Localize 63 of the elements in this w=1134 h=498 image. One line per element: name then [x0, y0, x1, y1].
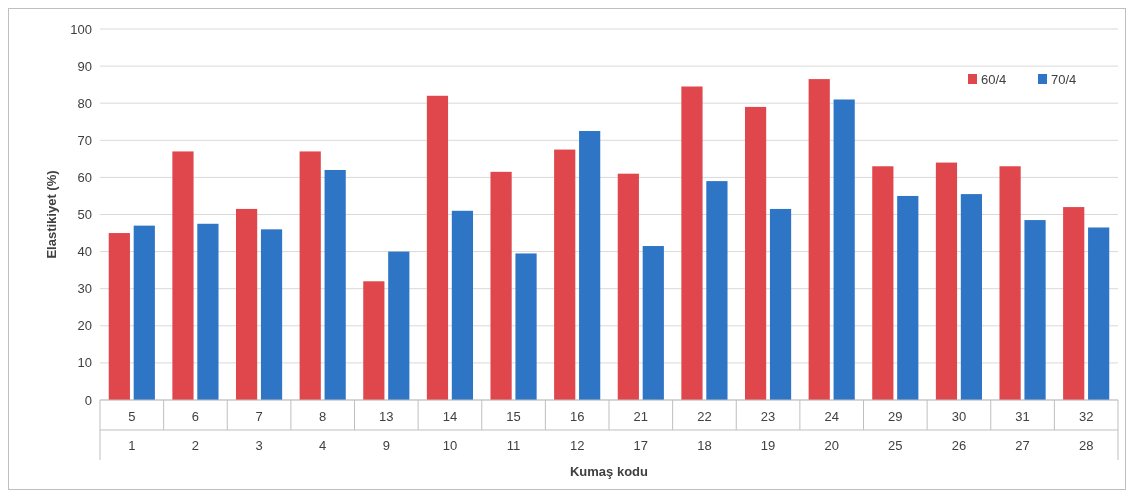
bar	[363, 281, 385, 400]
bar	[1063, 207, 1085, 400]
x-axis-title: Kumaş kodu	[569, 464, 649, 479]
bar	[324, 169, 346, 400]
y-tick-label: 70	[77, 132, 92, 148]
bar	[960, 194, 983, 400]
x-tick-label: 16 12	[569, 408, 585, 453]
bar	[769, 208, 792, 400]
bar	[999, 166, 1021, 400]
bar	[1088, 227, 1110, 400]
bar	[133, 225, 155, 400]
x-tick-label: 13 9	[379, 408, 394, 453]
bar	[897, 195, 919, 400]
y-tick-label: 40	[77, 244, 92, 260]
bar	[744, 106, 767, 400]
bar	[451, 210, 474, 400]
bar	[681, 86, 703, 400]
x-tick-label: 32 28	[1078, 408, 1094, 453]
x-tick-label: 22 18	[697, 408, 712, 453]
x-tick-label: 29 25	[888, 408, 903, 453]
x-tick-label: 7 3	[255, 408, 263, 453]
x-tick-label: 14 10	[442, 408, 458, 453]
y-tick-label: 60	[77, 169, 92, 185]
bar	[808, 79, 830, 400]
bar	[388, 251, 410, 400]
y-tick-label: 50	[77, 207, 92, 223]
bar	[1024, 220, 1046, 400]
bar	[617, 173, 639, 400]
bar	[554, 149, 576, 400]
x-tick-label: 6 2	[191, 408, 200, 453]
bar	[706, 181, 728, 400]
bar	[833, 99, 855, 400]
x-tick-label: 5 1	[128, 408, 136, 453]
bar	[579, 131, 601, 400]
bar	[197, 223, 219, 400]
x-tick-label: 15 11	[506, 408, 521, 453]
bar	[515, 253, 537, 400]
bar	[108, 233, 130, 400]
x-tick-label: 21 17	[633, 408, 649, 453]
bar	[490, 171, 512, 400]
y-tick-label: 0	[84, 392, 92, 408]
y-tick-label: 90	[77, 58, 92, 74]
bar	[235, 208, 258, 400]
y-tick-label: 20	[77, 318, 92, 334]
bar	[872, 166, 894, 400]
y-tick-label: 10	[77, 355, 92, 371]
x-tick-label: 23 19	[760, 408, 776, 453]
x-tick-label: 24 20	[824, 408, 839, 453]
x-tick-label: 31 27	[1015, 408, 1030, 453]
bar	[642, 246, 664, 400]
bar	[260, 229, 283, 400]
y-axis-title: Elastikiyet (%)	[44, 170, 59, 259]
legend-label: 70/4	[1051, 71, 1077, 87]
y-tick-label: 80	[77, 95, 92, 111]
legend-label: 60/4	[981, 71, 1007, 87]
bar	[426, 95, 449, 400]
y-tick-label: 100	[70, 21, 92, 37]
bar	[299, 151, 321, 400]
x-tick-label: 8 4	[319, 408, 327, 453]
y-tick-label: 30	[77, 281, 92, 297]
bar	[172, 151, 194, 400]
bar	[935, 162, 958, 400]
x-tick-label: 30 26	[951, 408, 967, 453]
